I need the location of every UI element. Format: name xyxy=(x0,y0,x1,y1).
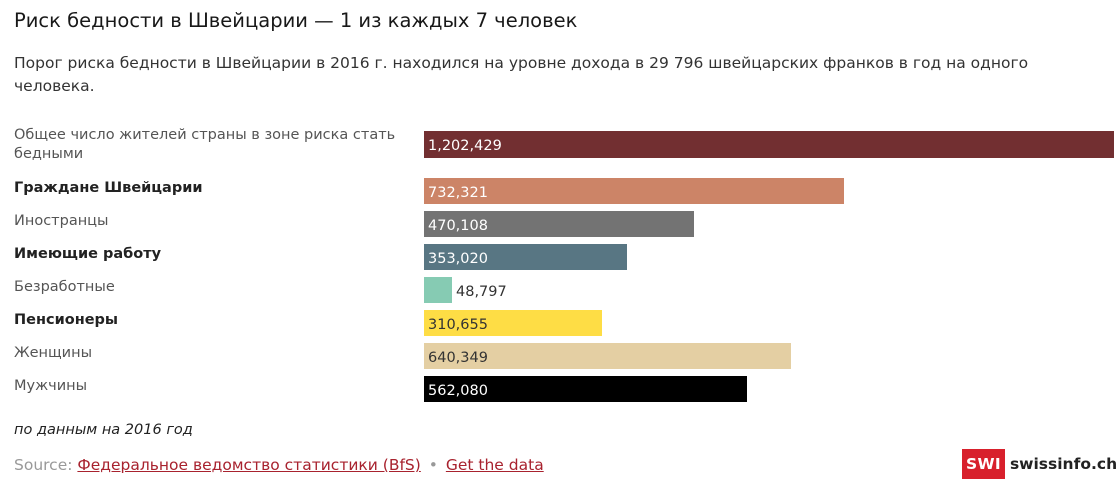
bar-value-label: 562,080 xyxy=(428,383,488,399)
bar xyxy=(424,211,694,237)
swissinfo-wordmark: swissinfo.ch xyxy=(1009,455,1118,473)
source-separator: • xyxy=(428,456,438,474)
bar-value-label: 310,655 xyxy=(428,317,488,333)
bar xyxy=(424,277,452,303)
bar xyxy=(424,310,603,336)
source-line: Source: Федеральное ведомство статистики… xyxy=(14,456,544,474)
swissinfo-logo[interactable]: SWI swissinfo.ch xyxy=(962,449,1117,479)
chart-subtitle: Порог риска бедности в Швейцарии в 2016 … xyxy=(14,54,1029,95)
category-label: Безработные xyxy=(14,279,115,295)
swi-badge: SWI xyxy=(962,449,1005,479)
bar xyxy=(424,131,1114,158)
bar-value-label: 1,202,429 xyxy=(428,138,502,154)
category-label: Общее число жителей страны в зоне риска … xyxy=(14,127,396,162)
get-data-link[interactable]: Get the data xyxy=(445,456,544,474)
bar xyxy=(424,178,845,204)
category-label: Иностранцы xyxy=(14,213,109,229)
chart-note: по данным на 2016 год xyxy=(14,422,193,438)
source-prefix: Source: xyxy=(14,456,73,474)
bar-value-label: 353,020 xyxy=(428,251,488,267)
bar-value-label: 470,108 xyxy=(428,218,488,234)
category-label: Граждане Швейцарии xyxy=(14,180,203,196)
category-label: Женщины xyxy=(14,345,93,361)
bar-value-label: 48,797 xyxy=(456,284,507,300)
category-label: Имеющие работу xyxy=(14,246,162,262)
source-link[interactable]: Федеральное ведомство статистики (BfS) xyxy=(77,456,421,474)
category-label: Пенсионеры xyxy=(14,312,119,328)
category-label: Мужчины xyxy=(14,378,88,394)
bar-value-label: 732,321 xyxy=(428,185,488,201)
bar xyxy=(424,343,792,369)
bar xyxy=(424,376,747,402)
chart-title: Риск бедности в Швейцарии — 1 из каждых … xyxy=(14,9,578,32)
bar-value-label: 640,349 xyxy=(428,350,488,366)
bar xyxy=(424,244,627,270)
